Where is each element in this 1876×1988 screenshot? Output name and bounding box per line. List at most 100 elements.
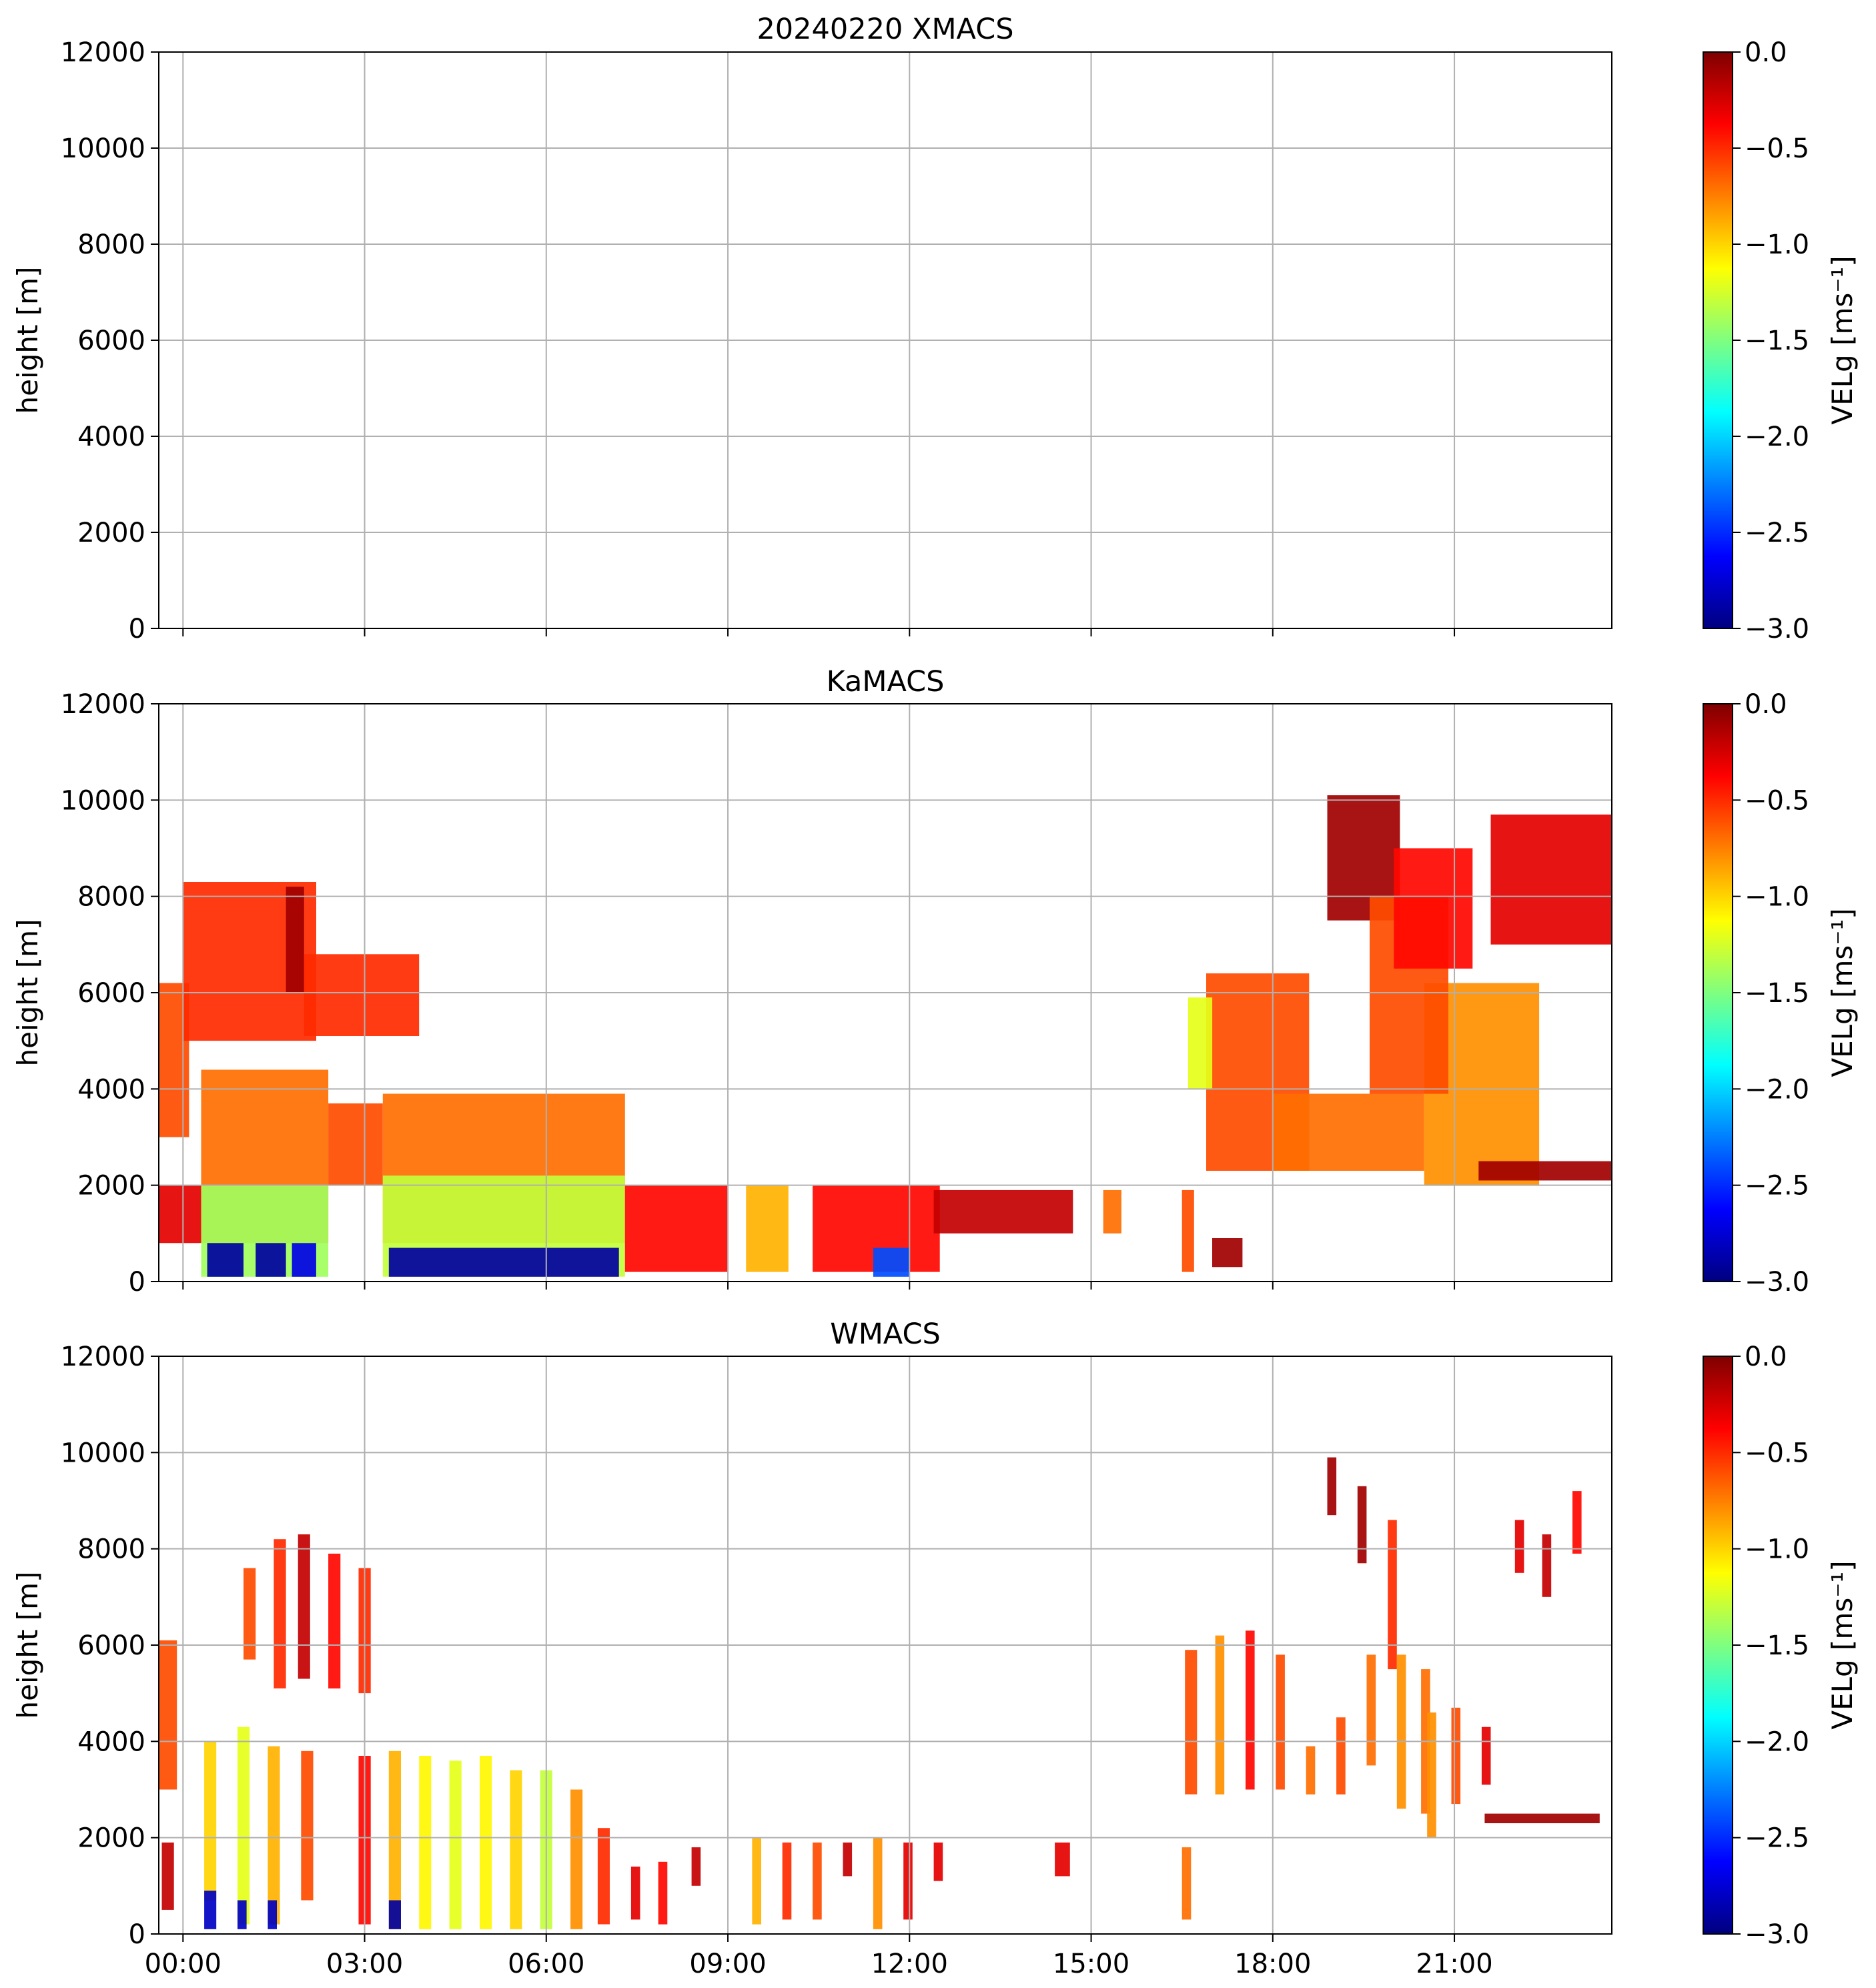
colorbar-ticks: 0.0 −0.5 −1.0 −1.5 −2.0 −2.5 −3.0: [1733, 1342, 1809, 1950]
colorbar-tick-label: 0.0: [1745, 37, 1787, 68]
y-axis: 0 2000 4000 6000 8000 10000 12000: [61, 37, 159, 644]
data-region: [1188, 997, 1213, 1089]
data-region: [813, 1842, 822, 1920]
colorbar-tick-label: −3.0: [1745, 1267, 1809, 1298]
data-region: [419, 1756, 432, 1929]
colorbar-tick-label: −2.0: [1745, 1726, 1809, 1757]
data-region: [1388, 1520, 1397, 1670]
data-region: [1055, 1842, 1070, 1877]
y-tick-label: 12000: [61, 689, 145, 720]
colorbar-tick-label: 0.0: [1745, 1342, 1787, 1372]
data-region: [1327, 1457, 1337, 1516]
data-region: [238, 1900, 247, 1929]
y-tick-label: 0: [129, 1919, 145, 1950]
data-region: [658, 1861, 668, 1925]
colorbar-tick-label: −2.5: [1745, 1171, 1809, 1201]
data-region: [873, 1837, 883, 1929]
colorbar-tick-label: −2.5: [1745, 518, 1809, 548]
data-region: [1478, 1161, 1612, 1181]
data-region: [630, 1867, 640, 1920]
data-region: [843, 1842, 853, 1877]
x-tick-label: 03:00: [326, 1949, 403, 1979]
data-region: [1182, 1189, 1194, 1272]
data-region: [1572, 1491, 1582, 1554]
data-region: [746, 1185, 789, 1272]
x-tick-label: 09:00: [689, 1949, 766, 1979]
data-region: [1185, 1650, 1198, 1795]
y-tick-label: 6000: [77, 326, 145, 356]
colorbar-tick-label: −1.0: [1745, 882, 1809, 913]
x-tick-label: 00:00: [145, 1949, 221, 1979]
data-region: [510, 1770, 522, 1929]
data-region: [286, 887, 304, 993]
data-region: [1215, 1635, 1225, 1795]
data-region: [268, 1900, 277, 1929]
colorbar-tick-label: −3.0: [1745, 614, 1809, 644]
data-region: [268, 1746, 280, 1925]
x-tick-label: 06:00: [508, 1949, 584, 1979]
data-region: [1542, 1534, 1552, 1597]
data-region: [388, 1900, 401, 1929]
y-axis-label: height [m]: [11, 267, 44, 414]
data-region: [328, 1103, 383, 1185]
data-region: [597, 1828, 610, 1925]
data-region: [933, 1189, 1073, 1233]
data-region: [159, 1185, 201, 1244]
data-region: [1336, 1717, 1346, 1795]
colorbar-tick-label: −0.5: [1745, 133, 1809, 164]
panel-kamacs: KaMACS 0 2000 4000 6000 8000 10000 12000 heigh…: [11, 665, 1859, 1298]
y-axis: 0 2000 4000 6000 8000 10000 12000: [61, 1342, 159, 1950]
x-axis: [182, 1282, 1456, 1290]
data-region: [244, 1568, 256, 1660]
data-region: [903, 1842, 913, 1920]
data-region: [691, 1847, 701, 1886]
data-region: [1272, 1093, 1424, 1171]
panel-title: WMACS: [830, 1318, 941, 1351]
y-tick-label: 4000: [77, 422, 145, 452]
panel-title: 20240220 XMACS: [757, 13, 1013, 46]
data-region: [1306, 1746, 1316, 1795]
y-tick-label: 2000: [77, 1171, 145, 1201]
x-tick-label: 21:00: [1416, 1949, 1492, 1979]
y-tick-label: 8000: [77, 229, 145, 260]
colorbar-tick-label: −1.0: [1745, 229, 1809, 260]
y-tick-label: 6000: [77, 1630, 145, 1661]
y-tick-label: 10000: [61, 133, 145, 164]
y-tick-label: 0: [129, 1267, 145, 1298]
x-tick-label: 12:00: [871, 1949, 948, 1979]
data-region: [782, 1842, 792, 1920]
x-axis: [182, 628, 1456, 636]
y-tick-label: 8000: [77, 882, 145, 913]
data-region: [1357, 1486, 1367, 1564]
data-region: [480, 1756, 492, 1929]
data-region: [873, 1248, 910, 1277]
y-tick-label: 2000: [77, 518, 145, 548]
colorbar-tick-label: −3.0: [1745, 1919, 1809, 1950]
grid-lines: [159, 1356, 1612, 1935]
data-region: [1246, 1630, 1255, 1790]
data-region: [1366, 1654, 1376, 1766]
y-tick-label: 8000: [77, 1534, 145, 1565]
colorbar-tick-label: −2.0: [1745, 422, 1809, 452]
data-region: [1481, 1726, 1491, 1785]
data-region: [1427, 1712, 1436, 1838]
colorbar-tick-label: −1.5: [1745, 1630, 1809, 1661]
data-layer: [159, 1457, 1600, 1929]
data-region: [274, 1539, 286, 1688]
y-tick-label: 4000: [77, 1074, 145, 1105]
y-axis-label: height [m]: [11, 919, 44, 1067]
data-region: [159, 1640, 177, 1790]
colorbar-tick-label: −2.0: [1745, 1074, 1809, 1105]
colorbar-tick-label: 0.0: [1745, 689, 1787, 720]
colorbar-label: VELg [ms⁻¹]: [1826, 1560, 1859, 1729]
panel-xmacs: 20240220 XMACS 0 2000 4000 6000 8000 10000 120…: [11, 13, 1859, 644]
data-region: [304, 954, 420, 1036]
colorbar-tick-label: −2.5: [1745, 1823, 1809, 1854]
y-tick-label: 12000: [61, 1342, 145, 1372]
data-region: [1514, 1520, 1524, 1573]
data-region: [449, 1761, 462, 1929]
colorbar-tick-label: −1.5: [1745, 326, 1809, 356]
y-tick-label: 2000: [77, 1823, 145, 1854]
data-region: [207, 1243, 244, 1277]
